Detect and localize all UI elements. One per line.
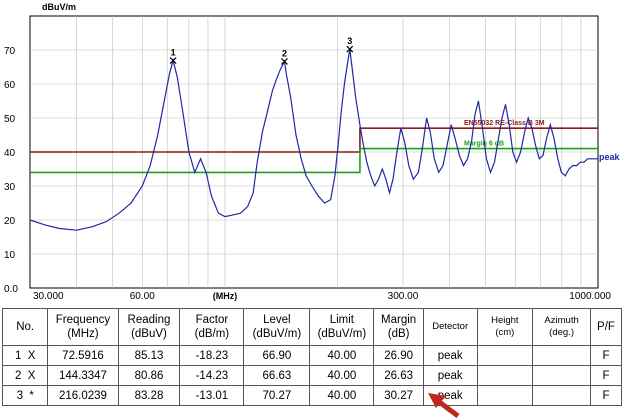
table-cell: 72.5916 xyxy=(47,345,119,366)
table-row: 2 X 144.3347 80.86 -14.23 66.63 40.00 26.63 pea… xyxy=(1,365,623,386)
column-header: Detector xyxy=(422,308,478,346)
x-tick-label: 1000.000 xyxy=(569,291,611,302)
table-cell: F xyxy=(589,385,623,406)
table-cell: 40.00 xyxy=(309,385,375,406)
table-header-row: No. Frequency (MHz) Reading (dBuV) Factor (dB/… xyxy=(1,308,623,346)
y-tick-label: 10 xyxy=(4,250,16,261)
y-unit-label: dBuV/m xyxy=(42,2,76,12)
y-tick-label: 70 xyxy=(4,46,16,57)
row-number-cell: 1 X xyxy=(1,345,49,366)
table-cell xyxy=(532,385,591,406)
table-cell xyxy=(532,345,591,366)
marker-x xyxy=(169,57,177,64)
table-cell xyxy=(476,345,534,366)
marker-x xyxy=(281,58,288,65)
table-cell: 144.3347 xyxy=(47,365,119,386)
table-cell: F xyxy=(589,365,623,386)
limit-line-label: EN55032 RE-Class B 3M xyxy=(464,120,545,127)
table-cell xyxy=(532,365,591,386)
marker-label: 1 xyxy=(171,48,176,58)
table-cell: 80.86 xyxy=(117,365,181,386)
x-tick-label: 30.000 xyxy=(33,291,64,302)
x-unit-label: (MHz) xyxy=(213,291,238,301)
highlight-arrow-icon xyxy=(428,393,460,418)
results-table: No. Frequency (MHz) Reading (dBuV) Factor (dB/… xyxy=(1,308,623,406)
table-cell: 85.13 xyxy=(117,345,181,366)
column-header: Margin (dB) xyxy=(373,308,424,346)
y-tick-label: 50 xyxy=(4,114,16,125)
table-cell xyxy=(476,385,534,406)
table-cell: -18.23 xyxy=(179,345,245,366)
marker-x xyxy=(346,45,354,53)
y-tick-label: 20 xyxy=(4,216,16,227)
limit-line xyxy=(30,127,598,153)
table-cell: -14.23 xyxy=(179,365,245,386)
table-cell xyxy=(476,365,534,386)
x-tick-label: 60.00 xyxy=(130,291,155,302)
table-cell: 26.63 xyxy=(373,365,424,386)
column-header: Level (dBuV/m) xyxy=(243,308,311,346)
marker-label: 2 xyxy=(282,48,287,58)
x-tick-label: 300.00 xyxy=(388,291,419,302)
emission-chart: 0.0 10 20 30 40 50 60 70 dBuV/m 30.000 60.00 (MHz)… xyxy=(4,2,621,302)
marker-label: 3 xyxy=(347,36,352,46)
y-tick-label: 30 xyxy=(4,182,16,193)
table-cell: 30.27 xyxy=(373,385,424,406)
peak-trace xyxy=(29,49,598,231)
table-cell: F xyxy=(589,345,623,366)
column-header: Limit (dBuV/m) xyxy=(309,308,375,346)
table-cell: 216.0239 xyxy=(47,385,119,406)
y-tick-label: 40 xyxy=(4,148,16,159)
column-header: Height (cm) xyxy=(476,308,534,346)
table-cell: 40.00 xyxy=(309,365,375,386)
column-header: P/F xyxy=(589,308,623,346)
column-header: Reading (dBuV) xyxy=(117,308,181,346)
table-cell: 40.00 xyxy=(309,345,375,366)
column-header: No. xyxy=(1,308,49,346)
y-tick-label: 0.0 xyxy=(4,284,18,295)
table-cell: 66.63 xyxy=(243,365,311,386)
table-row: 1 X 72.5916 85.13 -18.23 66.90 40.00 26.90 peak… xyxy=(1,345,623,366)
table-cell: 26.90 xyxy=(373,345,424,366)
column-header: Azimuth (deg.) xyxy=(532,308,591,346)
y-tick-label: 60 xyxy=(4,80,16,91)
table-cell: 66.90 xyxy=(243,345,311,366)
column-header: Frequency (MHz) xyxy=(47,308,119,346)
row-number-cell: 3 * xyxy=(1,385,49,406)
row-number-cell: 2 X xyxy=(1,365,49,386)
table-cell: 83.28 xyxy=(117,385,181,406)
column-header: Factor (dB/m) xyxy=(179,308,245,346)
table-cell: 70.27 xyxy=(243,385,311,406)
table-row: 3 * 216.0239 83.28 -13.01 70.27 40.00 30.27 pea… xyxy=(1,385,623,406)
table-cell: peak xyxy=(422,365,478,386)
series-label: peak xyxy=(599,152,621,162)
table-cell: peak xyxy=(422,345,478,366)
table-cell: -13.01 xyxy=(179,385,245,406)
